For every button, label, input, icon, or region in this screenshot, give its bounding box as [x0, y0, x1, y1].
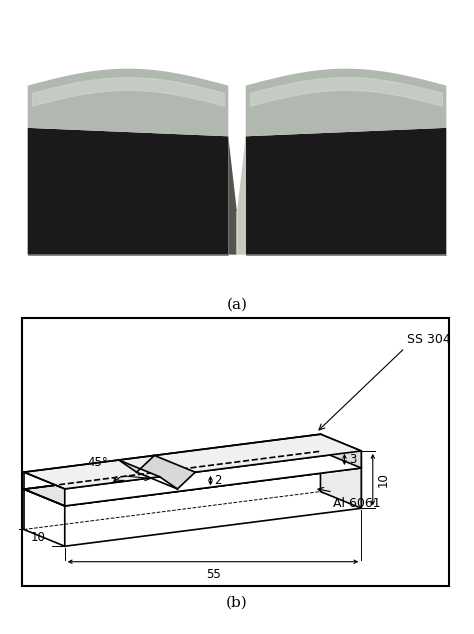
Text: 55: 55	[206, 568, 220, 581]
Text: (a): (a)	[227, 297, 247, 311]
Text: Al 6061: Al 6061	[333, 496, 381, 510]
Text: 10: 10	[31, 531, 46, 545]
Text: (b): (b)	[226, 595, 248, 609]
Text: 3: 3	[349, 453, 356, 466]
Polygon shape	[320, 434, 361, 468]
Polygon shape	[65, 468, 361, 547]
Polygon shape	[24, 451, 361, 506]
Polygon shape	[27, 128, 228, 255]
Polygon shape	[246, 128, 447, 255]
Text: 45°: 45°	[88, 456, 109, 469]
FancyBboxPatch shape	[22, 318, 449, 586]
Polygon shape	[24, 434, 361, 489]
Polygon shape	[228, 136, 237, 255]
Text: 10: 10	[377, 472, 390, 487]
Polygon shape	[27, 68, 228, 136]
Polygon shape	[119, 455, 195, 489]
Text: SS 304: SS 304	[407, 333, 451, 346]
Polygon shape	[237, 136, 246, 255]
Text: 2: 2	[214, 474, 221, 487]
Polygon shape	[65, 451, 361, 506]
Polygon shape	[246, 68, 447, 136]
Polygon shape	[320, 451, 361, 508]
